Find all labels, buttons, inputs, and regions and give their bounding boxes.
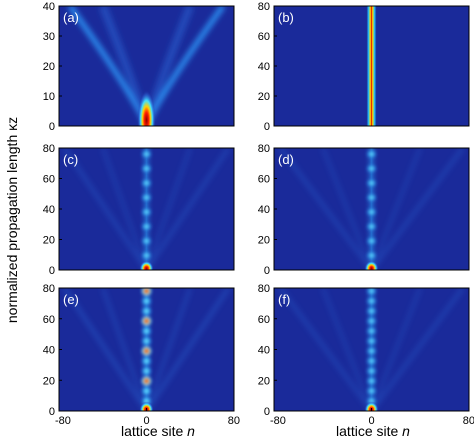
x-axis-label-var: n (402, 423, 410, 439)
x-tick-label: 0 (368, 415, 374, 427)
heatmap-area (274, 6, 469, 126)
svg-text:lattice site n: lattice site n (121, 423, 195, 439)
y-tick-label: 0 (264, 406, 270, 418)
panel-d: 0 20 40 60 80 (d) (258, 143, 470, 277)
input-hotspot (137, 90, 156, 126)
y-tick-label: 60 (258, 31, 270, 43)
panel-label: (e) (63, 292, 79, 307)
y-tick-label: 10 (43, 91, 55, 103)
y-tick-label: 40 (43, 204, 55, 216)
panel-frame (273, 5, 470, 127)
y-ticks: 0 20 40 60 80 (43, 283, 62, 418)
y-tick-label: 20 (43, 375, 55, 387)
panel-label: (c) (63, 152, 78, 167)
x-axis-label-text: lattice site (336, 423, 402, 439)
breathing-spots (140, 149, 153, 261)
y-ticks: 0 20 40 60 80 (258, 1, 277, 133)
y-tick-label: 80 (43, 283, 55, 295)
y-tick-label: 80 (258, 1, 270, 13)
y-ticks: 0 10 20 30 40 (43, 1, 62, 133)
heatmap-area (59, 6, 234, 126)
panel-label: (b) (278, 10, 294, 25)
x-tick-label: -80 (55, 415, 71, 427)
x-axis-label-right: lattice site n (336, 423, 410, 439)
y-tick-label: 60 (258, 314, 270, 326)
y-axis-label: normalized propagation length κz (4, 117, 20, 323)
diffraction-halo (278, 288, 465, 411)
panel-label: (d) (278, 152, 294, 167)
y-ticks: 0 20 40 60 80 (258, 143, 277, 277)
x-axis-label-text: lattice site (121, 423, 187, 439)
y-tick-label: 0 (49, 121, 55, 133)
panels: 0 10 20 30 40 (a) 0 20 40 60 80 (b) 0 20 40 60 80 (c) 0 20 4… (43, 1, 474, 427)
x-tick-label: 80 (463, 415, 474, 427)
y-tick-label: 40 (258, 204, 270, 216)
panel-label: (a) (63, 10, 79, 25)
y-tick-label: 0 (49, 406, 55, 418)
y-tick-label: 40 (258, 345, 270, 357)
x-axis-label-left: lattice site n (121, 423, 195, 439)
panel-a: 0 10 20 30 40 (a) (43, 1, 235, 133)
y-tick-label: 0 (264, 265, 270, 277)
input-hotspot (139, 401, 154, 411)
y-tick-label: 20 (43, 235, 55, 247)
panel-b: 0 20 40 60 80 (b) (258, 1, 470, 133)
y-tick-label: 60 (43, 174, 55, 186)
y-tick-label: 20 (43, 61, 55, 73)
panel-frame (58, 5, 235, 127)
svg-text:lattice site n: lattice site n (336, 423, 410, 439)
breathing-spots (365, 288, 378, 407)
y-tick-label: 30 (43, 31, 55, 43)
y-tick-label: 80 (43, 143, 55, 155)
panel-frame (58, 287, 235, 412)
panel-c: 0 20 40 60 80 (c) (43, 143, 235, 277)
breathing-spots (365, 149, 378, 261)
panel-label: (f) (278, 292, 290, 307)
x-tick-label: 0 (143, 415, 149, 427)
y-tick-label: 40 (258, 61, 270, 73)
input-hotspot (364, 260, 379, 270)
y-tick-label: 80 (258, 283, 270, 295)
y-tick-label: 0 (264, 121, 270, 133)
heatmap-area (59, 148, 234, 270)
y-tick-label: 20 (258, 235, 270, 247)
y-tick-label: 40 (43, 1, 55, 13)
heatmap-area (274, 148, 469, 270)
panel-frame (273, 287, 470, 412)
heatmap-area (274, 288, 469, 411)
localized-beam (366, 6, 377, 126)
x-axis-label-var: n (187, 423, 195, 439)
y-tick-label: 60 (43, 314, 55, 326)
x-tick-label: -80 (270, 415, 286, 427)
y-tick-label: 20 (258, 91, 270, 103)
y-axis-label-text: normalized propagation length κz (4, 117, 20, 323)
panel-frame (58, 147, 235, 271)
input-hotspot (139, 260, 154, 270)
y-tick-label: 60 (258, 174, 270, 186)
input-hotspot (364, 401, 379, 411)
y-tick-label: 80 (258, 143, 270, 155)
y-ticks: 0 20 40 60 80 (258, 283, 277, 418)
y-tick-label: 40 (43, 345, 55, 357)
heatmap-area (59, 288, 234, 411)
panel-frame (273, 147, 470, 271)
y-tick-label: 0 (49, 265, 55, 277)
x-tick-label: 80 (228, 415, 240, 427)
diffraction-halo (278, 148, 465, 270)
y-ticks: 0 20 40 60 80 (43, 143, 62, 277)
y-tick-label: 20 (258, 375, 270, 387)
